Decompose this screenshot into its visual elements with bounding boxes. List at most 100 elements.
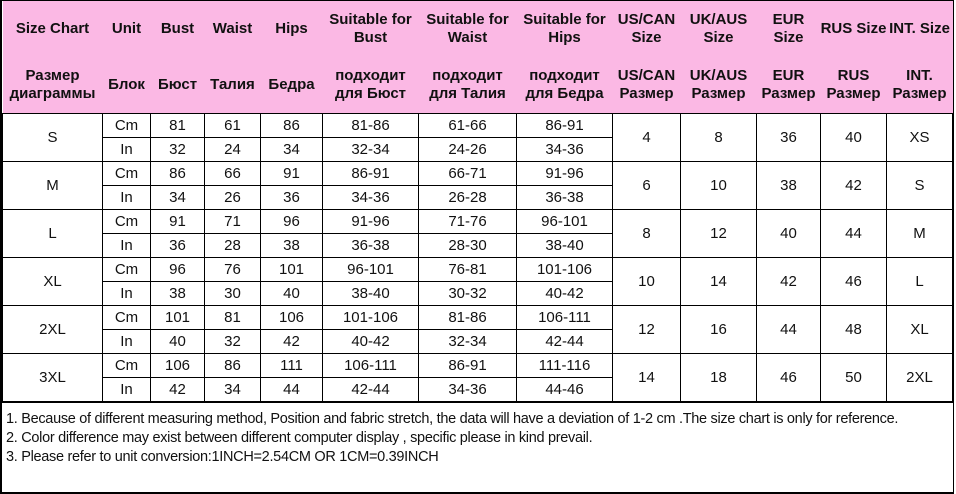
rus-size-cell: 42 [820, 161, 887, 210]
inch-cell: 40 [260, 281, 323, 306]
table-row: XL Cm 96 76 101 96-101 76-81 101-106 10 14 42 46 L [2, 257, 953, 306]
inch-cell: 26-28 [418, 185, 517, 210]
inch-cell: 42 [260, 329, 323, 354]
table-row: M Cm 86 66 91 86-91 66-71 91-96 6 10 38 42 S [2, 161, 953, 210]
rus-size-cell: 40 [820, 113, 887, 162]
cm-cell: 86-91 [516, 113, 613, 138]
us-size-cell: 4 [612, 113, 681, 162]
cm-cell: 86-91 [322, 161, 419, 186]
inch-cell: 36 [260, 185, 323, 210]
column-header: INT. Размер [886, 57, 953, 114]
rus-size-cell: 50 [820, 353, 887, 402]
eur-size-cell: 44 [756, 305, 821, 354]
uk-size-cell: 10 [680, 161, 757, 210]
inch-cell: 24 [204, 137, 261, 162]
int-size-cell: XS [886, 113, 953, 162]
cm-cell: 86 [150, 161, 205, 186]
cm-cell: 61-66 [418, 113, 517, 138]
cm-cell: 101 [260, 257, 323, 282]
inch-cell: In [102, 281, 151, 306]
rus-size-cell: 48 [820, 305, 887, 354]
cm-cell: Cm [102, 161, 151, 186]
cm-cell: 96-101 [322, 257, 419, 282]
inch-cell: 32 [204, 329, 261, 354]
column-header: Bust [150, 1, 205, 57]
column-header: Waist [204, 1, 261, 57]
column-header: подходит для Бедра [516, 57, 613, 114]
inch-cell: 42-44 [322, 377, 419, 402]
cm-cell: 86 [260, 113, 323, 138]
table-row: In 32 24 34 32-34 24-26 34-36 [3, 137, 953, 162]
int-size-cell: 2XL [886, 353, 953, 402]
column-header: Size Chart [2, 1, 103, 57]
size-table: Size Chart Unit Bust Waist Hips Suitable for … [2, 1, 953, 402]
inch-cell: In [102, 329, 151, 354]
column-header: Талия [204, 57, 261, 114]
cm-cell: 96 [150, 257, 205, 282]
cm-cell: Cm [102, 113, 151, 138]
column-header: Suitable for Waist [418, 1, 517, 57]
inch-cell: 34-36 [418, 377, 517, 402]
cm-cell: Cm [102, 209, 151, 234]
inch-cell: 34 [260, 137, 323, 162]
cm-cell: 86-91 [418, 353, 517, 378]
column-header: UK/AUS Size [680, 1, 757, 57]
size-label: XL [2, 257, 103, 306]
uk-size-cell: 8 [680, 113, 757, 162]
cm-cell: 106 [260, 305, 323, 330]
cm-cell: 91 [260, 161, 323, 186]
int-size-cell: S [886, 161, 953, 210]
column-header: Unit [102, 1, 151, 57]
cm-cell: Cm [102, 305, 151, 330]
cm-cell: 101 [150, 305, 205, 330]
rus-size-cell: 46 [820, 257, 887, 306]
us-size-cell: 12 [612, 305, 681, 354]
inch-cell: 44-46 [516, 377, 613, 402]
inch-cell: 36 [150, 233, 205, 258]
cm-cell: 111-116 [516, 353, 613, 378]
int-size-cell: XL [886, 305, 953, 354]
inch-cell: 28-30 [418, 233, 517, 258]
table-row: 3XL Cm 106 86 111 106-111 86-91 111-116 14 18 46 50… [2, 353, 953, 402]
inch-cell: 36-38 [516, 185, 613, 210]
cm-cell: Cm [102, 353, 151, 378]
column-header: подходит для Талия [418, 57, 517, 114]
inch-cell: 40 [150, 329, 205, 354]
note-2: 2. Color difference may exist between di… [6, 430, 593, 446]
cm-cell: 71-76 [418, 209, 517, 234]
eur-size-cell: 42 [756, 257, 821, 306]
eur-size-cell: 46 [756, 353, 821, 402]
note-1: 1. Because of different measuring method… [6, 411, 899, 427]
us-size-cell: 8 [612, 209, 681, 258]
column-header: US/CAN Size [612, 1, 681, 57]
inch-cell: 26 [204, 185, 261, 210]
cm-cell: 91-96 [516, 161, 613, 186]
cm-cell: 101-106 [322, 305, 419, 330]
cm-cell: 91-96 [322, 209, 419, 234]
cm-cell: Cm [102, 257, 151, 282]
size-label: 3XL [2, 353, 103, 402]
column-header: Размер диаграммы [2, 57, 103, 114]
cm-cell: 81-86 [322, 113, 419, 138]
cm-cell: 81 [204, 305, 261, 330]
column-header: подходит для Бюст [322, 57, 419, 114]
cm-cell: 66 [204, 161, 261, 186]
eur-size-cell: 36 [756, 113, 821, 162]
column-header: Бедра [260, 57, 323, 114]
eur-size-cell: 38 [756, 161, 821, 210]
inch-cell: 30 [204, 281, 261, 306]
int-size-cell: M [886, 209, 953, 258]
inch-cell: 34 [204, 377, 261, 402]
cm-cell: 86 [204, 353, 261, 378]
inch-cell: 36-38 [322, 233, 419, 258]
inch-cell: In [102, 377, 151, 402]
inch-cell: 38-40 [322, 281, 419, 306]
cm-cell: 61 [204, 113, 261, 138]
cm-cell: 106-111 [322, 353, 419, 378]
inch-cell: 32-34 [322, 137, 419, 162]
inch-cell: 32-34 [418, 329, 517, 354]
inch-cell: 40-42 [516, 281, 613, 306]
cm-cell: 71 [204, 209, 261, 234]
note-3: 3. Please refer to unit conversion:1INCH… [6, 449, 439, 465]
